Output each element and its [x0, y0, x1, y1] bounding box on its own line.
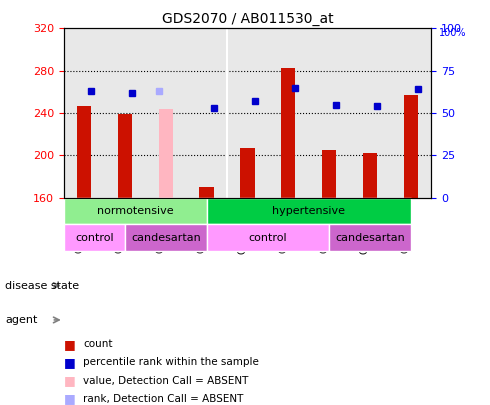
FancyBboxPatch shape — [125, 224, 207, 251]
Text: candesartan: candesartan — [335, 233, 405, 243]
Bar — [199, 187, 214, 198]
FancyBboxPatch shape — [64, 198, 207, 224]
Text: normotensive: normotensive — [97, 206, 173, 216]
Text: control: control — [75, 233, 114, 243]
Bar — [363, 153, 377, 198]
Bar — [159, 109, 173, 198]
Text: percentile rank within the sample: percentile rank within the sample — [83, 358, 259, 367]
Bar — [146, 28, 186, 198]
Text: ■: ■ — [64, 356, 75, 369]
Bar — [118, 114, 132, 198]
FancyBboxPatch shape — [329, 224, 411, 251]
Bar — [227, 28, 268, 198]
Text: ■: ■ — [64, 392, 75, 405]
Text: rank, Detection Call = ABSENT: rank, Detection Call = ABSENT — [83, 394, 244, 404]
Text: control: control — [248, 233, 287, 243]
Bar — [322, 150, 336, 198]
Title: GDS2070 / AB011530_at: GDS2070 / AB011530_at — [162, 12, 333, 26]
Bar — [309, 28, 349, 198]
Bar — [268, 28, 309, 198]
Text: disease state: disease state — [5, 281, 79, 290]
Text: hypertensive: hypertensive — [272, 206, 345, 216]
FancyBboxPatch shape — [207, 198, 411, 224]
FancyBboxPatch shape — [207, 224, 329, 251]
Bar — [281, 68, 295, 198]
Text: 100%: 100% — [439, 28, 466, 38]
FancyBboxPatch shape — [64, 224, 125, 251]
Text: ■: ■ — [64, 338, 75, 351]
Bar — [404, 95, 418, 198]
Bar — [77, 106, 91, 198]
Text: candesartan: candesartan — [131, 233, 201, 243]
Text: ■: ■ — [64, 374, 75, 387]
Bar — [186, 28, 227, 198]
Text: agent: agent — [5, 315, 37, 325]
Bar — [104, 28, 146, 198]
Bar — [240, 148, 255, 198]
Text: count: count — [83, 339, 113, 349]
Bar — [391, 28, 431, 198]
Bar — [349, 28, 391, 198]
Text: value, Detection Call = ABSENT: value, Detection Call = ABSENT — [83, 376, 248, 386]
Bar — [64, 28, 104, 198]
